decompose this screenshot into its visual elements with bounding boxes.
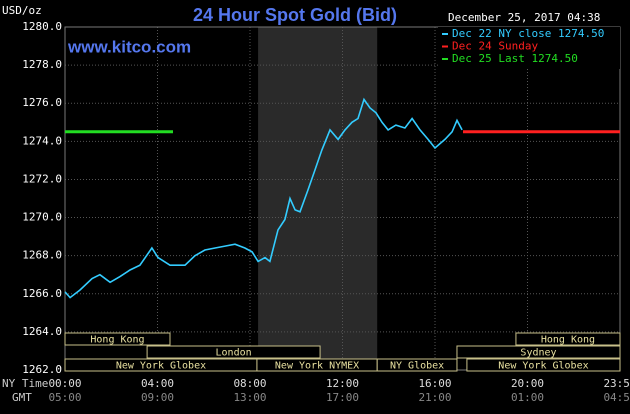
- x2-tick-label: 01:00: [511, 391, 544, 404]
- x2-tick-label: 17:00: [326, 391, 359, 404]
- y-tick-label: 1280.0: [22, 20, 62, 33]
- chart-title: 24 Hour Spot Gold (Bid): [193, 5, 397, 25]
- session-label: London: [216, 348, 252, 359]
- y-tick-label: 1262.0: [22, 363, 62, 376]
- session-box: [515, 332, 621, 346]
- y-tick-label: 1268.0: [22, 249, 62, 262]
- legend-box: [438, 27, 620, 69]
- x2-tick-label: 04:59: [603, 391, 630, 404]
- y-tick-label: 1272.0: [22, 172, 62, 185]
- x-tick-label: 08:00: [233, 377, 266, 390]
- y-axis-label: USD/oz: [2, 4, 42, 17]
- x-tick-label: 00:00: [48, 377, 81, 390]
- legend-label: Dec 24 Sunday: [452, 40, 538, 53]
- session-label: New York Globex: [116, 361, 206, 372]
- session-label: Hong Kong: [90, 335, 144, 346]
- x-tick-label: 20:00: [511, 377, 544, 390]
- session-label: Sydney: [520, 348, 556, 359]
- x-tick-label: 12:00: [326, 377, 359, 390]
- session-box: [146, 345, 321, 359]
- watermark: www.kitco.com: [67, 37, 191, 56]
- y-tick-label: 1270.0: [22, 211, 62, 224]
- x-tick-label: 16:00: [418, 377, 451, 390]
- plot-layer: [64, 26, 621, 371]
- legend-label: Dec 22 NY close 1274.50: [452, 27, 604, 40]
- session-label: New York Globex: [498, 361, 588, 372]
- session-label: New York NYMEX: [275, 361, 359, 372]
- x2-tick-label: 05:00: [48, 391, 81, 404]
- x-tick-label: 23:59: [603, 377, 630, 390]
- x2-tick-label: 21:00: [418, 391, 451, 404]
- y-tick-label: 1274.0: [22, 134, 62, 147]
- legend-label: Dec 25 Last 1274.50: [452, 52, 578, 65]
- session-box: [456, 345, 621, 359]
- series-line: [64, 97, 463, 299]
- x-axis-label: NY Time: [2, 377, 48, 390]
- y-tick-label: 1266.0: [22, 287, 62, 300]
- session-label: NY Globex: [390, 361, 444, 372]
- session-label: Hong Kong: [541, 335, 595, 346]
- y-tick-label: 1276.0: [22, 96, 62, 109]
- session-box: [64, 332, 171, 346]
- timestamp: December 25, 2017 04:38: [448, 11, 600, 24]
- x2-tick-label: 13:00: [233, 391, 266, 404]
- y-tick-label: 1278.0: [22, 58, 62, 71]
- shaded-range: [258, 27, 378, 370]
- y-tick-label: 1264.0: [22, 325, 62, 338]
- session-box: [376, 358, 458, 372]
- x2-tick-label: 09:00: [141, 391, 174, 404]
- x2-axis-label: GMT: [12, 391, 32, 404]
- session-box: [466, 358, 621, 372]
- x-tick-label: 04:00: [141, 377, 174, 390]
